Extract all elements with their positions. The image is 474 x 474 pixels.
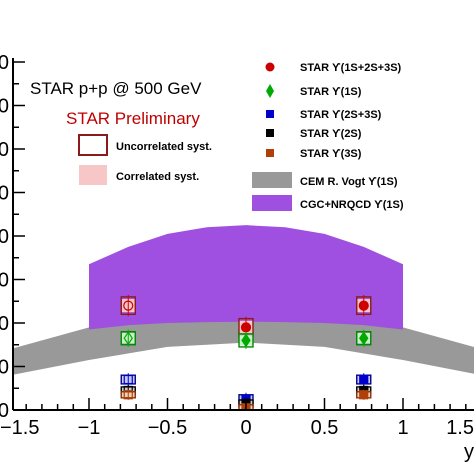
y-tick-label: 0	[0, 357, 9, 379]
y-tick-label: 0	[0, 52, 9, 74]
x-tick-label: 1.5	[446, 417, 474, 439]
data-point	[358, 300, 369, 311]
data-point	[359, 390, 369, 400]
x-tick-label: 1	[397, 417, 408, 439]
y-tick-label: 0	[0, 270, 9, 292]
legend-band-label: CGC+NRQCD ϒ(1S)	[300, 199, 404, 211]
legend-marker	[266, 84, 274, 98]
legend-marker	[266, 129, 274, 137]
data-point	[123, 331, 133, 346]
legend-uncorr-label: Uncorrelated syst.	[116, 141, 212, 153]
legend-series-label: STAR ϒ(1S)	[300, 86, 362, 98]
data-point	[359, 331, 369, 346]
legend-corr-label: Correlated syst.	[116, 171, 199, 183]
experiment-label: STAR p+p @ 500 GeV	[30, 79, 202, 98]
data-point	[123, 390, 133, 400]
data-point	[359, 374, 369, 385]
x-tick-label: −1.5	[0, 417, 39, 439]
y-tick-label: 0	[0, 96, 9, 118]
y-tick-label: 0	[0, 183, 9, 205]
y-tick-label: 0	[0, 313, 9, 335]
legend-marker	[266, 149, 274, 157]
legend-band-swatch	[252, 172, 292, 188]
plot-area	[13, 225, 474, 410]
theory-band-cem	[13, 312, 474, 375]
legend-marker	[265, 62, 275, 72]
data-point	[241, 333, 251, 348]
legend-uncorr-box	[78, 134, 108, 156]
y-tick-label: 0	[0, 226, 9, 248]
y-tick-label: 0	[0, 400, 9, 422]
x-tick-label: −0.5	[148, 417, 187, 439]
legend-series-label: STAR ϒ(3S)	[300, 148, 362, 160]
data-point	[123, 374, 133, 385]
legend-band-swatch	[252, 195, 292, 211]
x-tick-label: 0	[240, 417, 251, 439]
legend-series-label: STAR ϒ(2S)	[300, 128, 362, 140]
legend-series-label: STAR ϒ(2S+3S)	[300, 109, 382, 121]
x-tick-label: −1	[78, 417, 101, 439]
legend-marker	[266, 110, 274, 118]
y-tick-label: 0	[0, 139, 9, 161]
legend-series-label: STAR ϒ(1S+2S+3S)	[300, 62, 402, 74]
preliminary-label: STAR Preliminary	[66, 109, 200, 128]
legend-band-label: CEM R. Vogt ϒ(1S)	[300, 176, 398, 188]
theory-band-cgc	[89, 225, 403, 330]
legend-corr-box	[79, 165, 107, 185]
x-tick-label: 0.5	[311, 417, 339, 439]
data-point	[240, 322, 252, 333]
data-point	[123, 300, 134, 311]
x-axis-label: y	[464, 441, 474, 463]
